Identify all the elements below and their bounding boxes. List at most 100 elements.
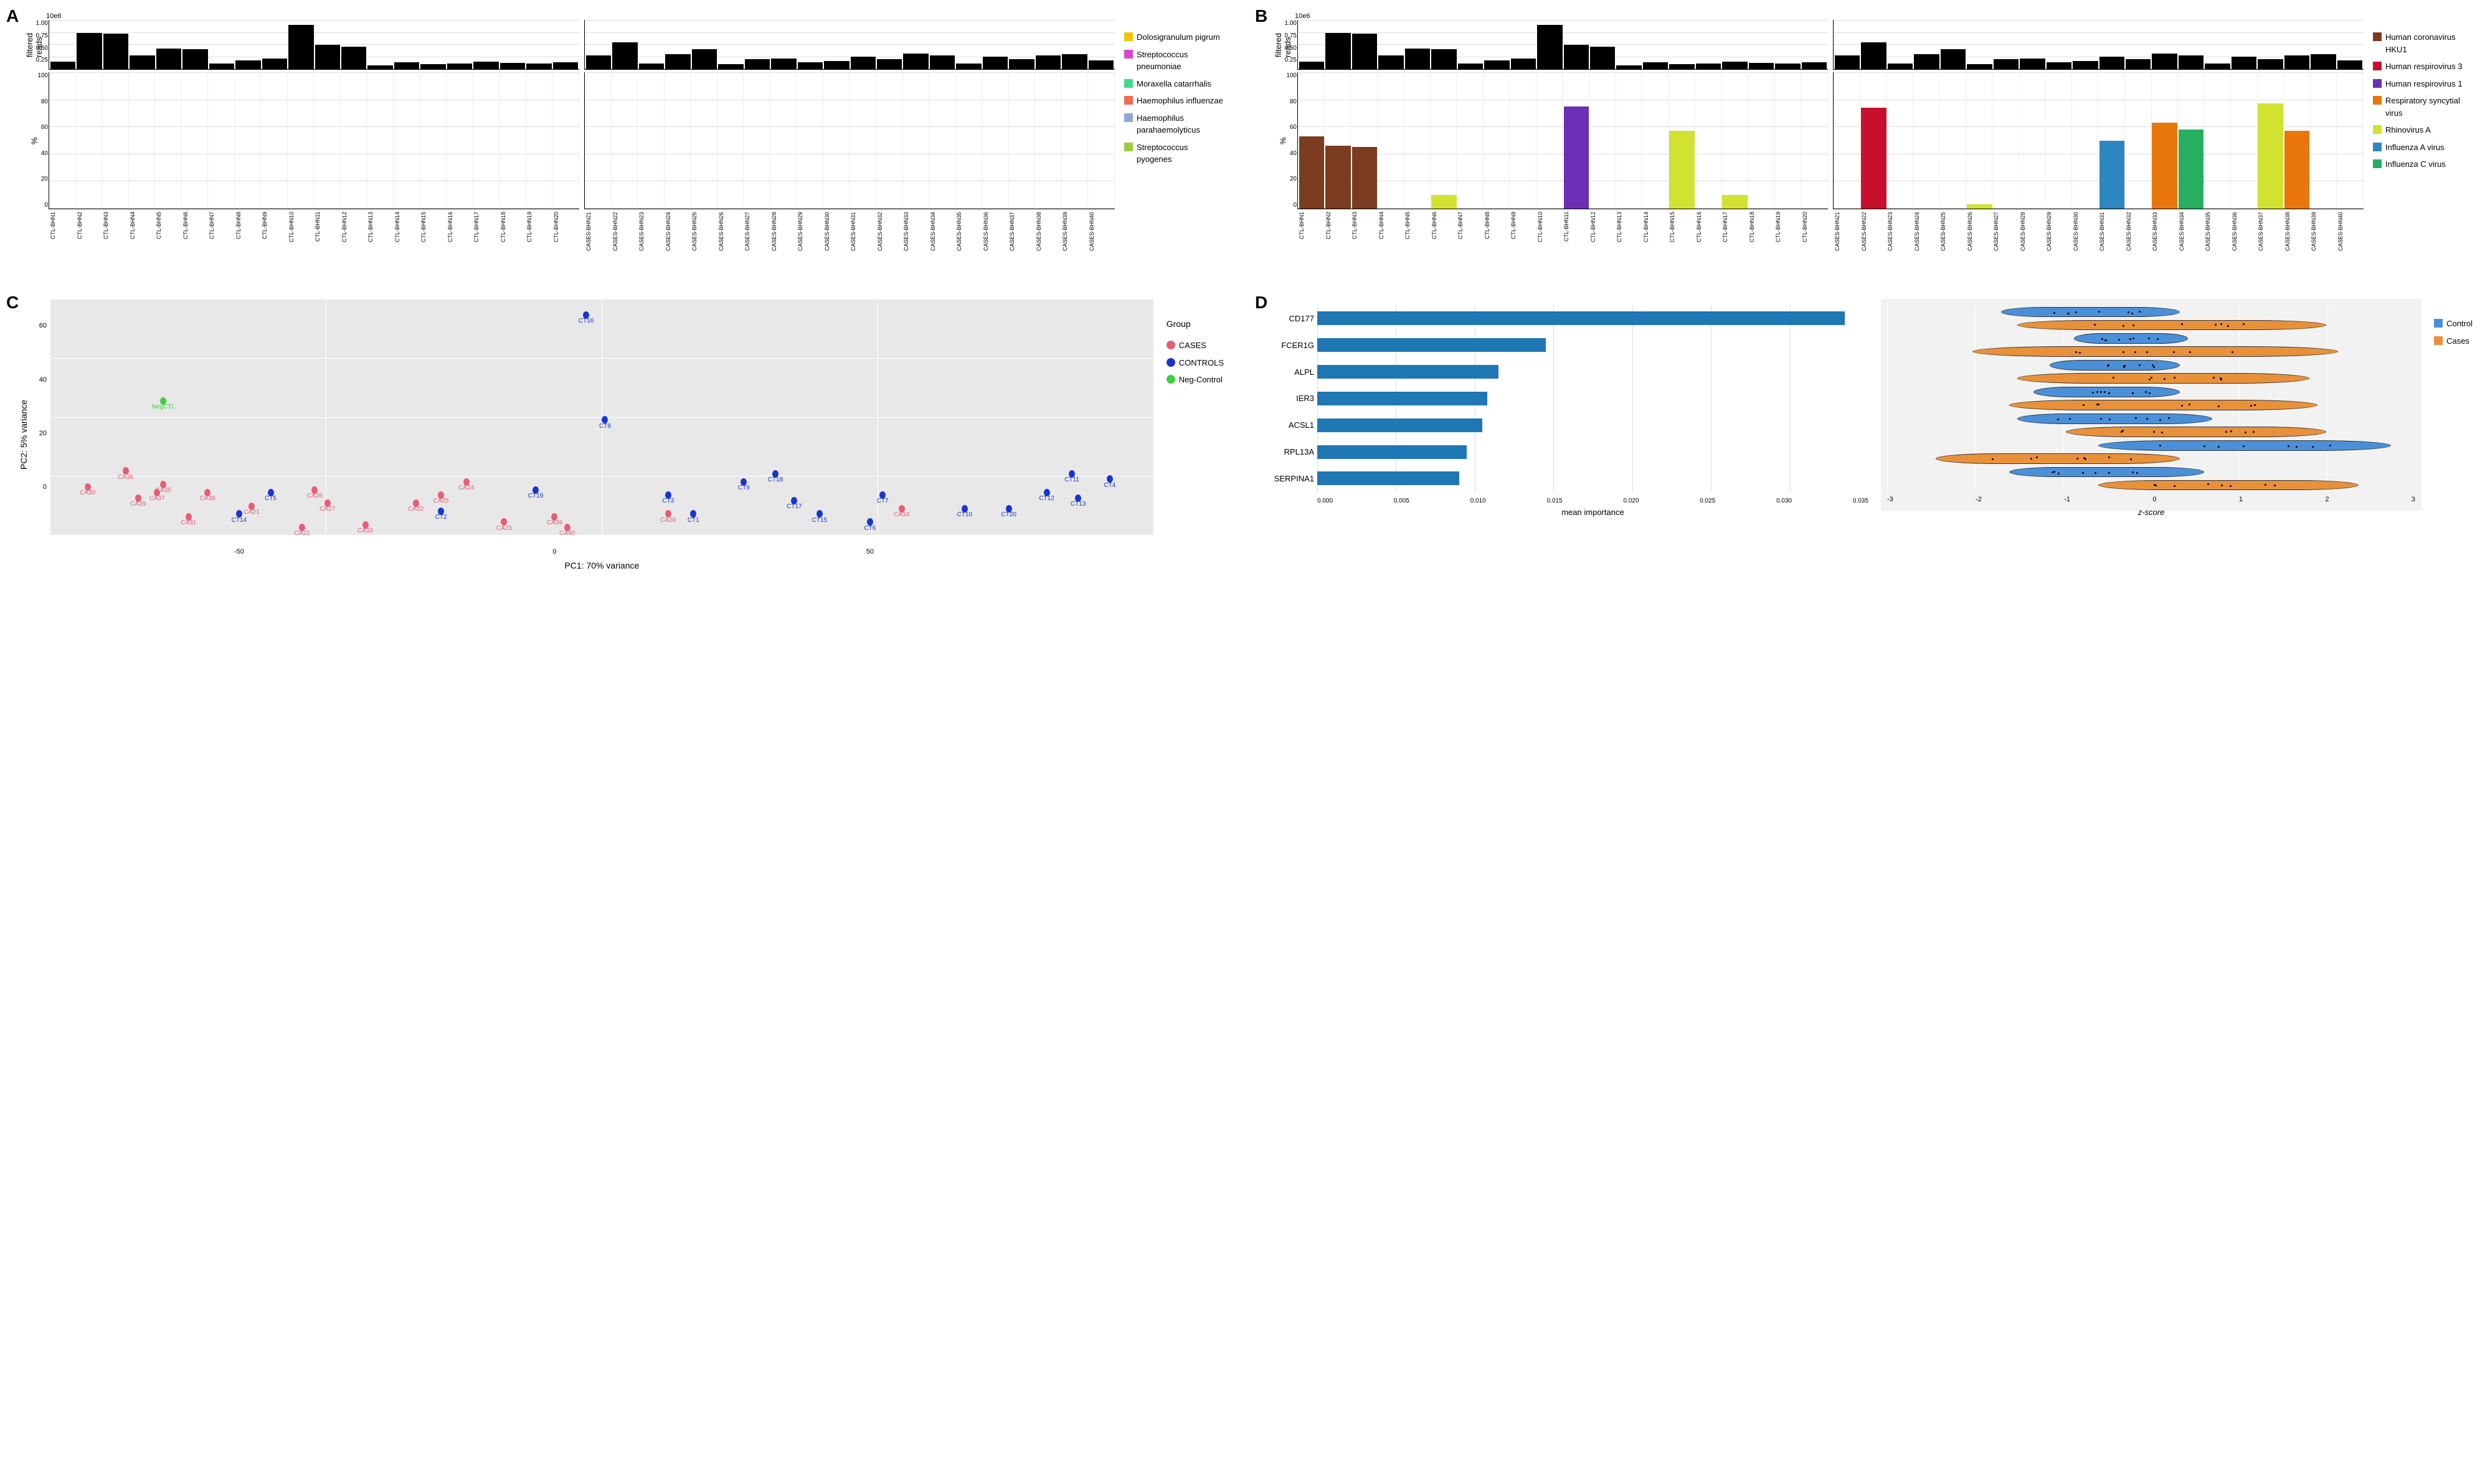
legend-swatch — [1124, 50, 1133, 59]
fr-bar — [1089, 60, 1114, 69]
jitter-point — [2053, 312, 2055, 314]
pca-point-label: CA33 — [357, 527, 373, 534]
fr-bar — [824, 61, 849, 69]
fr-bar — [2152, 54, 2177, 69]
fr-bar — [1802, 62, 1827, 69]
violin-case — [2017, 320, 2326, 331]
violin-case — [2066, 427, 2326, 437]
x-label: CASES-BHN40 — [1089, 212, 1114, 274]
jitter-point — [2207, 483, 2209, 485]
x-label: CTL-BHN20 — [1802, 212, 1827, 274]
fr-bar — [1378, 55, 1403, 69]
xtick: 0.010 — [1470, 498, 1486, 504]
x-label: CTL-BHN4 — [130, 212, 155, 274]
legend-label: Streptococcus pneumoniae — [1137, 49, 1224, 73]
fr-bar — [2258, 59, 2283, 69]
fr-bar — [2337, 60, 2362, 69]
x-labels: CASES-BHN21CASES-BHN22CASES-BHN23CASES-B… — [1833, 212, 2364, 274]
fr-bar — [1722, 62, 1747, 69]
x-labels: CASES-BHN21CASES-BHN22CASES-BHN23CASES-B… — [584, 212, 1115, 274]
fr-bar — [1861, 42, 1886, 69]
fr-bar — [315, 45, 340, 70]
violin-chart: -3-2-10123 z-score — [1881, 299, 2421, 511]
fr-bar — [500, 63, 525, 69]
x-label: CASES-BHN24 — [1914, 212, 1939, 274]
jitter-point — [2174, 485, 2175, 487]
fr-bar — [1696, 64, 1721, 69]
jitter-point — [2079, 352, 2081, 354]
gene-label: IER3 — [1274, 394, 1314, 403]
virus-bar — [1325, 146, 1350, 209]
fr-bar — [1009, 59, 1034, 69]
violin-ctrl — [2017, 414, 2212, 424]
fr-bar — [262, 59, 287, 69]
pca-point-label: CT18 — [768, 476, 783, 483]
x-label: CTL-BHN4 — [1378, 212, 1404, 274]
x-label: CTL-BHN7 — [1457, 212, 1483, 274]
legend-swatch — [1124, 32, 1133, 41]
legend-swatch — [2373, 159, 2382, 168]
fr-bar — [851, 57, 876, 69]
legend-label: Cases — [2446, 335, 2469, 347]
pca-point-label: CA26 — [307, 493, 323, 499]
jitter-point — [2146, 351, 2148, 353]
panel-c: C PC2: 5% variance 0204060 -50050 CT16Ne… — [12, 299, 1224, 570]
x-label: CTL-BHN11 — [1563, 212, 1589, 274]
legend-label: CASES — [1179, 339, 1206, 352]
fr-bar — [156, 49, 181, 69]
jitter-point — [2230, 430, 2232, 432]
legend-item: Dolosigranulum pigrum — [1124, 31, 1224, 44]
importance-bar — [1317, 365, 1498, 379]
virus-bar — [1861, 108, 1886, 209]
panel-c-xlabel: PC1: 70% variance — [50, 560, 1154, 570]
x-label: CASES-BHN32 — [2126, 212, 2151, 274]
importance-bar — [1317, 338, 1546, 352]
fr-bar — [1431, 49, 1456, 69]
jitter-point — [2105, 339, 2107, 341]
legend-swatch — [2434, 336, 2443, 345]
pca-point-label: CA29 — [130, 501, 146, 508]
importance-bar — [1317, 311, 1845, 325]
x-label: CTL-BHN1 — [1299, 212, 1324, 274]
fr-bar — [1458, 64, 1483, 69]
fr-bar — [103, 34, 128, 69]
x-label: CTL-BHN10 — [288, 212, 314, 274]
legend-label: Moraxella catarrhalis — [1137, 78, 1211, 90]
legend-swatch — [1167, 358, 1175, 367]
fr-bar — [394, 62, 419, 69]
jitter-point — [2057, 418, 2059, 420]
gene-label: ALPL — [1274, 367, 1314, 377]
legend-item: Human respirovirus 3 — [2373, 60, 2473, 73]
jitter-point — [2096, 391, 2098, 393]
fr-bar — [2126, 59, 2151, 69]
importance-bar — [1317, 418, 1482, 432]
x-label: CTL-BHN3 — [1351, 212, 1377, 274]
jitter-point — [2230, 485, 2232, 487]
fr-bar — [1994, 59, 2019, 69]
x-label: CTL-BHN6 — [1431, 212, 1457, 274]
legend-item: Streptococcus pyogenes — [1124, 141, 1224, 166]
importance-row: ALPL — [1317, 359, 1868, 385]
x-label: CTL-BHN10 — [1537, 212, 1563, 274]
fr-bar — [1835, 55, 1860, 69]
panel-c-ylabel: PC2: 5% variance — [19, 400, 29, 470]
x-label: CASES-BHN31 — [850, 212, 876, 274]
pca-point-label: CT12 — [1039, 495, 1054, 502]
x-label: CASES-BHN23 — [1887, 212, 1913, 274]
jitter-point — [2159, 419, 2161, 421]
xtick: 3 — [2412, 496, 2415, 503]
gene-label: RPL13A — [1274, 447, 1314, 456]
pca-point-label: CA25 — [433, 498, 449, 504]
x-label: CTL-BHN8 — [235, 212, 261, 274]
x-label: CASES-BHN38 — [2284, 212, 2310, 274]
x-label: CTL-BHN12 — [1590, 212, 1616, 274]
legend-item: Neg-Control — [1167, 374, 1224, 386]
x-label: CASES-BHN37 — [2258, 212, 2283, 274]
jitter-point — [2157, 338, 2159, 340]
fr-bar — [1484, 60, 1509, 69]
legend-label: Haemophilus influenzae — [1137, 95, 1223, 107]
x-label: CASES-BHN34 — [2179, 212, 2204, 274]
jitter-point — [2058, 473, 2060, 475]
legend-label: Influenza A virus — [2385, 141, 2445, 154]
fr-bar — [798, 62, 823, 69]
